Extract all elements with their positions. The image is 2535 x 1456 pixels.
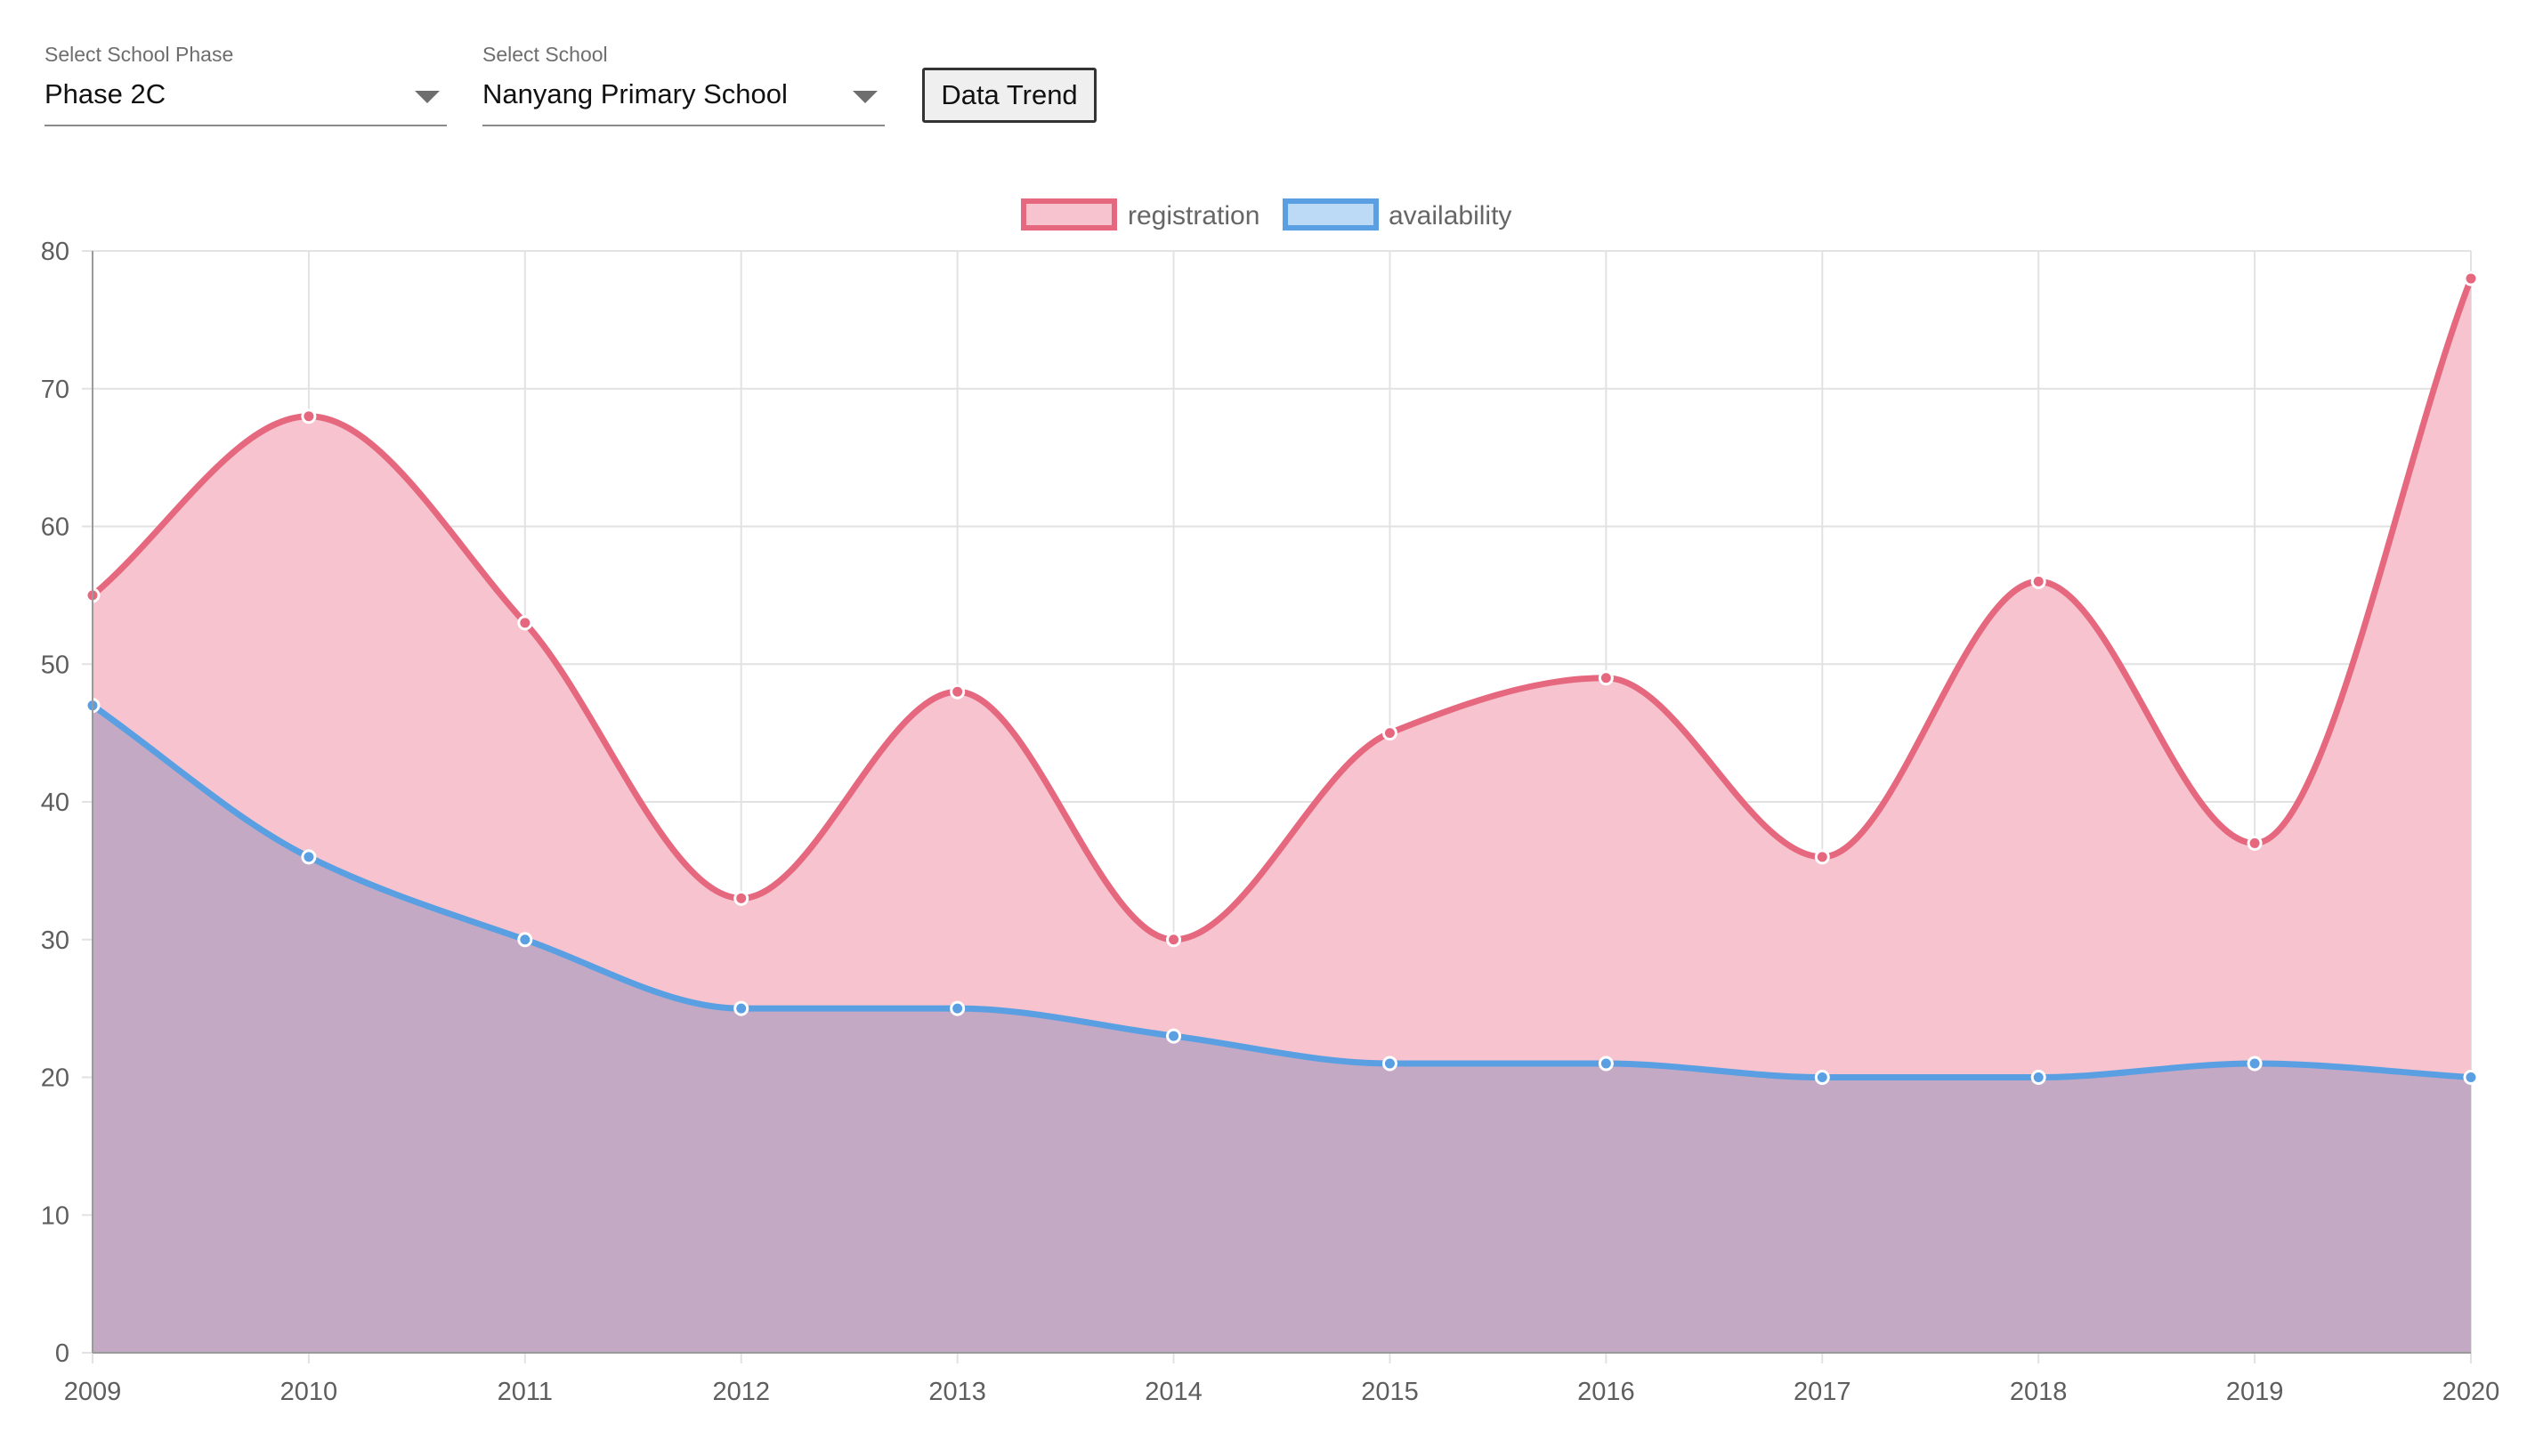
availability-legend-swatch[interactable] <box>1283 198 1379 231</box>
registration-legend-label[interactable]: registration <box>1128 201 1259 231</box>
chart-points <box>85 271 2479 1085</box>
registration-point[interactable] <box>1381 725 1397 741</box>
chevron-down-icon[interactable] <box>415 91 440 103</box>
availability-legend-label[interactable]: availability <box>1389 201 1511 231</box>
availability-point[interactable] <box>950 1000 966 1016</box>
registration-point[interactable] <box>1166 932 1182 948</box>
x-tick-label: 2010 <box>280 1378 338 1406</box>
school-value[interactable]: Nanyang Primary School <box>482 78 788 109</box>
x-tick-label: 2020 <box>2442 1378 2500 1406</box>
x-tick-label: 2019 <box>2226 1378 2284 1406</box>
availability-point[interactable] <box>2463 1070 2479 1085</box>
x-tick-label: 2015 <box>1361 1378 1419 1406</box>
availability-point[interactable] <box>1166 1028 1182 1044</box>
y-tick-label: 60 <box>41 514 69 542</box>
y-tick-label: 30 <box>41 926 69 955</box>
registration-point[interactable] <box>950 684 966 700</box>
y-tick-label: 80 <box>41 238 69 266</box>
availability-point[interactable] <box>2247 1056 2263 1072</box>
registration-point[interactable] <box>517 615 533 631</box>
registration-point[interactable] <box>301 408 317 425</box>
x-tick-label: 2012 <box>712 1378 770 1406</box>
school-select[interactable]: Select School Nanyang Primary School <box>482 41 885 126</box>
x-tick-label: 2011 <box>498 1378 553 1406</box>
availability-line <box>89 702 2474 1080</box>
registration-point[interactable] <box>2463 271 2479 287</box>
school-label: Select School <box>482 43 608 66</box>
school-phase-value[interactable]: Phase 2C <box>45 78 166 109</box>
availability-point[interactable] <box>301 849 317 865</box>
school-phase-select[interactable]: Select School Phase Phase 2C <box>45 41 447 126</box>
chart-legend[interactable]: registration availability <box>1021 198 1511 231</box>
x-tick-label: 2016 <box>1577 1378 1635 1406</box>
registration-point[interactable] <box>733 890 749 906</box>
registration-legend-swatch[interactable] <box>1021 198 1117 231</box>
x-tick-label: 2013 <box>928 1378 986 1406</box>
y-tick-label: 10 <box>41 1201 69 1230</box>
registration-point[interactable] <box>1814 849 1830 865</box>
y-tick-label: 0 <box>55 1339 69 1368</box>
chevron-down-icon[interactable] <box>853 91 878 103</box>
registration-point[interactable] <box>2030 573 2046 589</box>
availability-point[interactable] <box>2030 1070 2046 1085</box>
availability-point[interactable] <box>1814 1070 1830 1085</box>
registration-point[interactable] <box>1598 670 1614 686</box>
chart-axes: 0 10 20 30 40 50 60 70 80 2009 2010 2011 2012 2013 201… <box>41 238 2500 1406</box>
registration-point[interactable] <box>2247 835 2263 851</box>
x-tick-label: 2009 <box>64 1378 122 1406</box>
y-tick-label: 70 <box>41 376 69 404</box>
availability-point[interactable] <box>1381 1056 1397 1072</box>
y-tick-label: 20 <box>41 1064 69 1093</box>
x-tick-label: 2017 <box>1794 1378 1851 1406</box>
y-tick-label: 50 <box>41 651 69 679</box>
y-tick-label: 40 <box>41 789 69 817</box>
school-phase-label: Select School Phase <box>45 43 234 66</box>
chart-areas <box>93 278 2471 1354</box>
x-tick-label: 2014 <box>1145 1378 1203 1406</box>
x-tick-label: 2018 <box>2010 1378 2068 1406</box>
availability-area <box>93 705 2471 1353</box>
availability-point[interactable] <box>733 1000 749 1016</box>
availability-point[interactable] <box>1598 1056 1614 1072</box>
availability-point[interactable] <box>517 932 533 948</box>
data-trend-button[interactable]: Data Trend <box>922 68 1097 123</box>
